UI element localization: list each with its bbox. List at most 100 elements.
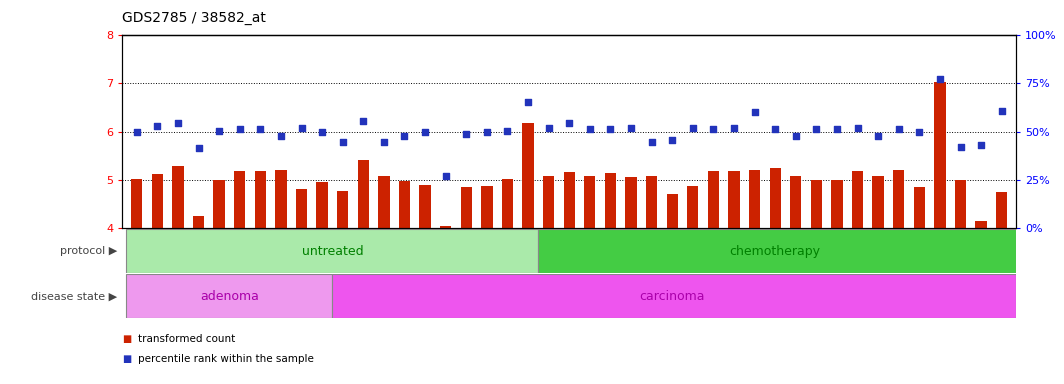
Bar (708, 171, 719, 228)
Point (479, 129, 496, 135)
Bar (461, 187, 472, 228)
Bar (976, 221, 986, 228)
Bar (914, 187, 925, 228)
Bar (502, 179, 513, 228)
Text: protocol ▶: protocol ▶ (60, 246, 117, 257)
Point (911, 129, 928, 135)
Point (437, 173, 454, 179)
Point (396, 133, 413, 139)
Bar (234, 171, 246, 228)
Bar (332, 274, 1016, 318)
Bar (564, 172, 575, 228)
Bar (172, 166, 184, 228)
Bar (419, 185, 431, 228)
Point (541, 124, 558, 131)
Point (252, 126, 269, 132)
Point (952, 144, 969, 150)
Text: carcinoma: carcinoma (639, 290, 705, 303)
Bar (852, 171, 863, 228)
Bar (749, 170, 761, 228)
Point (704, 126, 721, 132)
Point (561, 120, 578, 126)
Bar (893, 170, 904, 228)
Bar (791, 176, 801, 228)
Point (376, 139, 393, 145)
Bar (214, 180, 225, 228)
Point (231, 126, 248, 132)
Bar (337, 191, 348, 228)
Bar (769, 168, 781, 228)
Bar (296, 189, 307, 228)
Bar (646, 176, 658, 228)
Point (931, 76, 948, 82)
Bar (152, 174, 163, 228)
Bar (316, 182, 328, 228)
Bar (687, 186, 698, 228)
Point (643, 139, 660, 145)
Bar (872, 175, 884, 228)
Point (746, 109, 763, 115)
Bar (254, 171, 266, 228)
Text: ■: ■ (122, 334, 132, 344)
Bar (811, 180, 822, 228)
Point (149, 122, 166, 129)
Point (211, 127, 228, 134)
Point (417, 129, 434, 135)
Bar (831, 180, 843, 228)
Bar (584, 175, 596, 228)
Point (519, 99, 536, 106)
Text: untreated: untreated (301, 245, 363, 258)
Point (354, 118, 371, 124)
Point (581, 126, 598, 132)
Point (849, 124, 866, 131)
Bar (131, 179, 143, 228)
Point (664, 137, 681, 143)
Point (684, 124, 701, 131)
Bar (481, 186, 493, 228)
Bar (440, 226, 451, 228)
Bar (399, 181, 410, 228)
Bar (996, 192, 1008, 228)
Bar (276, 170, 286, 228)
Point (293, 124, 310, 131)
Bar (543, 176, 554, 228)
Point (891, 126, 908, 132)
Point (602, 126, 619, 132)
Bar (538, 229, 1016, 273)
Point (458, 131, 475, 137)
Bar (378, 176, 389, 228)
Point (808, 126, 825, 132)
Bar (954, 180, 966, 228)
Point (869, 133, 886, 139)
Bar (193, 216, 204, 228)
Point (972, 142, 990, 148)
Point (272, 133, 289, 139)
Text: ■: ■ (122, 354, 132, 364)
Text: transformed count: transformed count (138, 334, 235, 344)
Bar (729, 171, 739, 228)
Bar (127, 274, 332, 318)
Bar (604, 173, 616, 228)
Point (314, 129, 331, 135)
Point (622, 124, 639, 131)
Point (767, 126, 784, 132)
Point (190, 146, 207, 152)
Bar (934, 82, 946, 228)
Bar (358, 160, 369, 228)
Text: chemotherapy: chemotherapy (730, 245, 820, 258)
Point (787, 133, 804, 139)
Bar (626, 177, 636, 228)
Bar (666, 194, 678, 228)
Bar (127, 229, 538, 273)
Point (334, 139, 351, 145)
Point (993, 108, 1010, 114)
Text: percentile rank within the sample: percentile rank within the sample (138, 354, 314, 364)
Point (499, 127, 516, 134)
Point (129, 129, 146, 135)
Text: GDS2785 / 38582_at: GDS2785 / 38582_at (122, 11, 266, 25)
Point (169, 120, 186, 126)
Point (726, 124, 743, 131)
Point (829, 126, 846, 132)
Text: disease state ▶: disease state ▶ (31, 291, 117, 301)
Text: adenoma: adenoma (200, 290, 259, 303)
